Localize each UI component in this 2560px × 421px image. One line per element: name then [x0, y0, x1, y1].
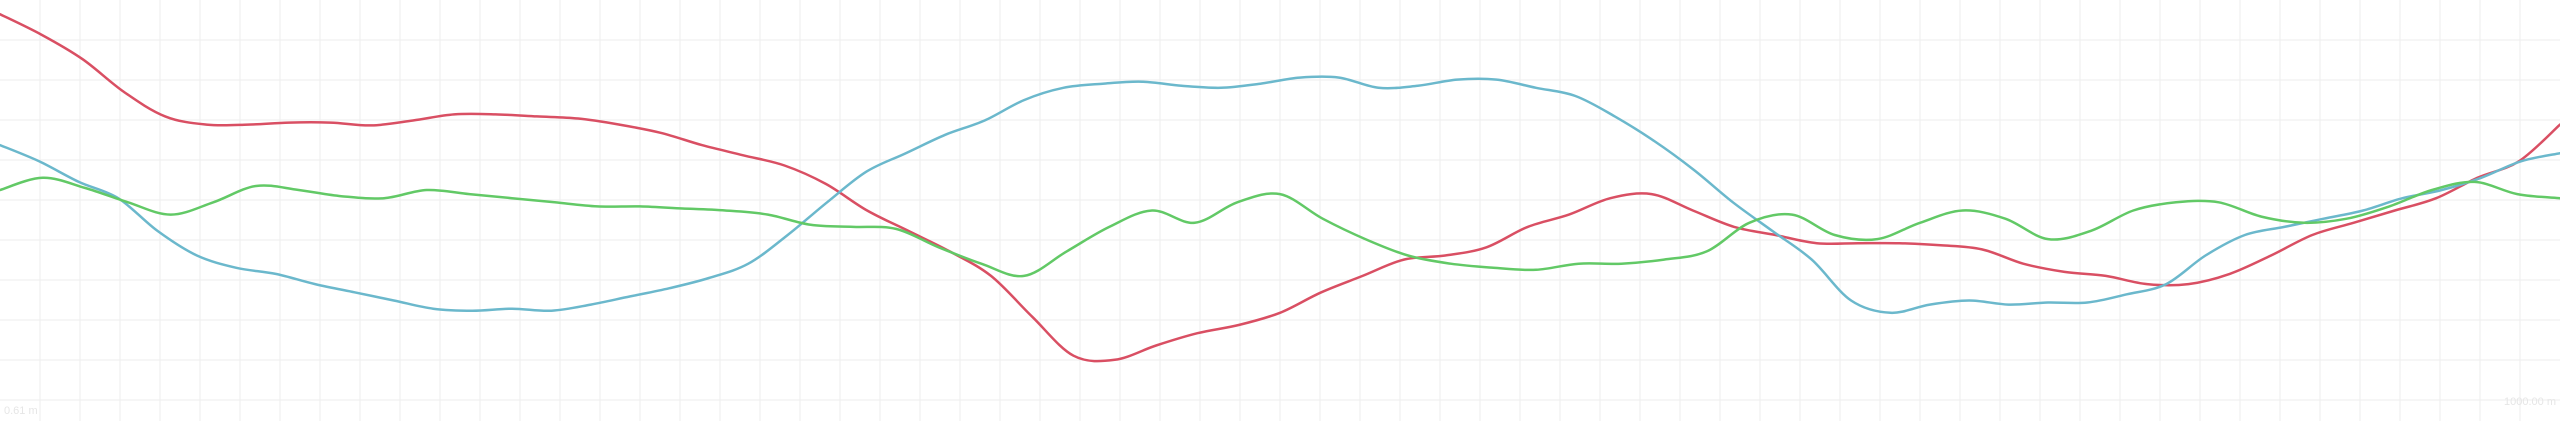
series-line-3	[0, 176, 2560, 278]
series-line-1	[0, 12, 2560, 363]
corner-label-left: 0.61 m	[4, 405, 38, 417]
series-line-2	[0, 75, 2560, 315]
corner-label-right: 1000.00 m	[2504, 396, 2556, 408]
series-group	[0, 12, 2560, 363]
